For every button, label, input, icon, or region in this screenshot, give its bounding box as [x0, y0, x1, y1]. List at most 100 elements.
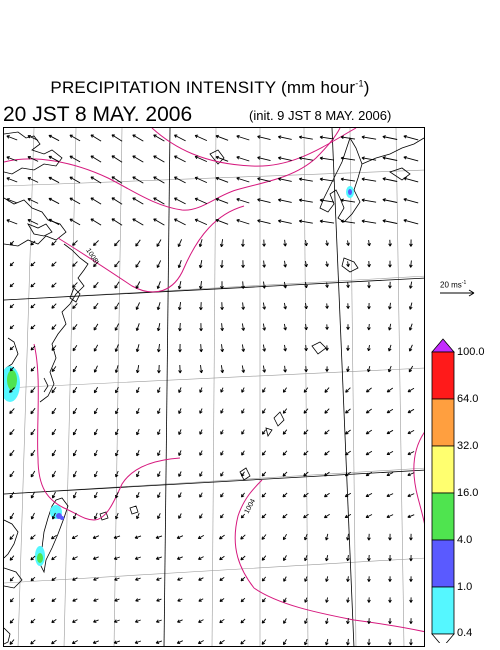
wind-arrow	[303, 387, 309, 393]
wind-arrow	[198, 281, 203, 290]
wind-arrow	[241, 302, 246, 310]
wind-arrow	[135, 302, 141, 310]
wind-arrow	[340, 156, 356, 161]
wind-arrow	[72, 303, 78, 310]
wind-arrow	[283, 260, 287, 268]
wind-arrow	[174, 155, 186, 163]
wind-arrow	[262, 323, 267, 331]
wind-arrow	[407, 387, 415, 393]
wind-arrow	[303, 492, 309, 498]
wind-arrow	[261, 492, 267, 498]
wind-arrow	[298, 156, 313, 161]
wind-arrow	[215, 176, 229, 183]
wind-arrow	[93, 491, 98, 499]
wind-arrow	[262, 344, 267, 352]
wind-arrow	[132, 218, 144, 226]
wind-arrow	[51, 470, 56, 478]
wind-reference-text: 20 ms	[440, 280, 462, 290]
wind-arrow	[319, 219, 335, 224]
colorbar-segment-top	[431, 338, 455, 353]
wind-arrow	[403, 197, 419, 204]
wind-arrow	[388, 323, 392, 331]
wind-arrow	[241, 281, 245, 289]
wind-arrow	[236, 197, 250, 204]
wind-arrow	[90, 176, 102, 184]
wind-arrow	[156, 577, 162, 581]
wind-arrow	[72, 512, 77, 520]
wind-arrow	[367, 554, 371, 562]
wind-arrow	[407, 430, 415, 435]
wind-arrow	[134, 619, 141, 623]
wind-arrow	[153, 155, 165, 163]
wind-arrow	[325, 576, 329, 582]
wind-arrow	[241, 365, 246, 373]
wind-arrow	[9, 534, 15, 540]
wind-arrow	[382, 177, 398, 182]
wind-arrow	[72, 365, 78, 373]
wind-arrow	[240, 597, 246, 603]
wind-arrow	[219, 555, 225, 561]
wind-arrow	[51, 366, 57, 373]
wind-arrow	[174, 197, 186, 205]
wind-arrow	[261, 471, 267, 477]
wind-arrow	[30, 534, 36, 540]
wind-arrow	[51, 428, 57, 436]
wind-arrow	[261, 597, 266, 603]
wind-arrow	[72, 386, 78, 394]
wind-arrow	[382, 156, 398, 161]
wind-arrow	[27, 134, 39, 141]
wind-arrow	[72, 491, 77, 499]
colorbar-segment	[431, 492, 455, 541]
map-canvas: 1008 1004	[4, 128, 424, 646]
wind-arrow	[157, 513, 161, 520]
wind-arrow	[241, 323, 246, 331]
wind-arrow	[157, 387, 161, 394]
wind-arrow	[178, 492, 182, 498]
wind-arrow	[198, 619, 204, 623]
wind-arrow	[220, 408, 224, 414]
wind-arrow	[304, 366, 308, 373]
wind-arrow	[386, 387, 394, 393]
wind-arrow	[220, 387, 224, 393]
wind-arrow	[93, 260, 99, 268]
wind-arrow	[9, 345, 15, 351]
wind-arrow	[282, 408, 288, 414]
wind-arrow	[93, 407, 98, 415]
wind-arrow	[386, 429, 394, 435]
wind-arrow	[93, 512, 98, 520]
wind-arrow	[403, 134, 419, 141]
wind-arrow	[325, 240, 329, 246]
wind-arrow	[323, 492, 330, 498]
wind-arrow	[278, 198, 292, 203]
wind-arrow	[136, 408, 140, 415]
wind-arrow	[303, 450, 309, 456]
wind-arrow	[115, 470, 119, 478]
wind-arrow	[194, 218, 208, 226]
major-grid	[4, 128, 424, 646]
wind-arrow	[157, 492, 161, 499]
wind-arrow	[153, 134, 165, 142]
wind-arrow	[114, 365, 119, 374]
wind-arrow	[240, 513, 246, 519]
wind-arrow	[218, 534, 225, 540]
wind-arrow	[367, 345, 371, 352]
colorbar-segment	[431, 586, 455, 635]
wind-arrow	[240, 555, 246, 561]
wind-arrow	[324, 450, 330, 456]
wind-arrow	[71, 640, 78, 644]
wind-arrow	[92, 640, 99, 644]
wind-arrow	[344, 429, 351, 435]
wind-arrow	[9, 261, 15, 267]
wind-arrow	[241, 344, 246, 352]
wind-arrow	[298, 135, 313, 140]
wind-arrow	[220, 323, 224, 332]
wind-arrow	[386, 472, 394, 477]
wind-arrow	[9, 429, 15, 436]
wind-arrow	[241, 387, 245, 393]
wind-arrow	[72, 240, 78, 246]
wind-arrow	[346, 366, 350, 372]
wind-arrow	[135, 323, 140, 332]
wind-arrow	[135, 365, 140, 374]
wind-arrow	[388, 302, 392, 310]
wind-arrow	[134, 640, 142, 644]
